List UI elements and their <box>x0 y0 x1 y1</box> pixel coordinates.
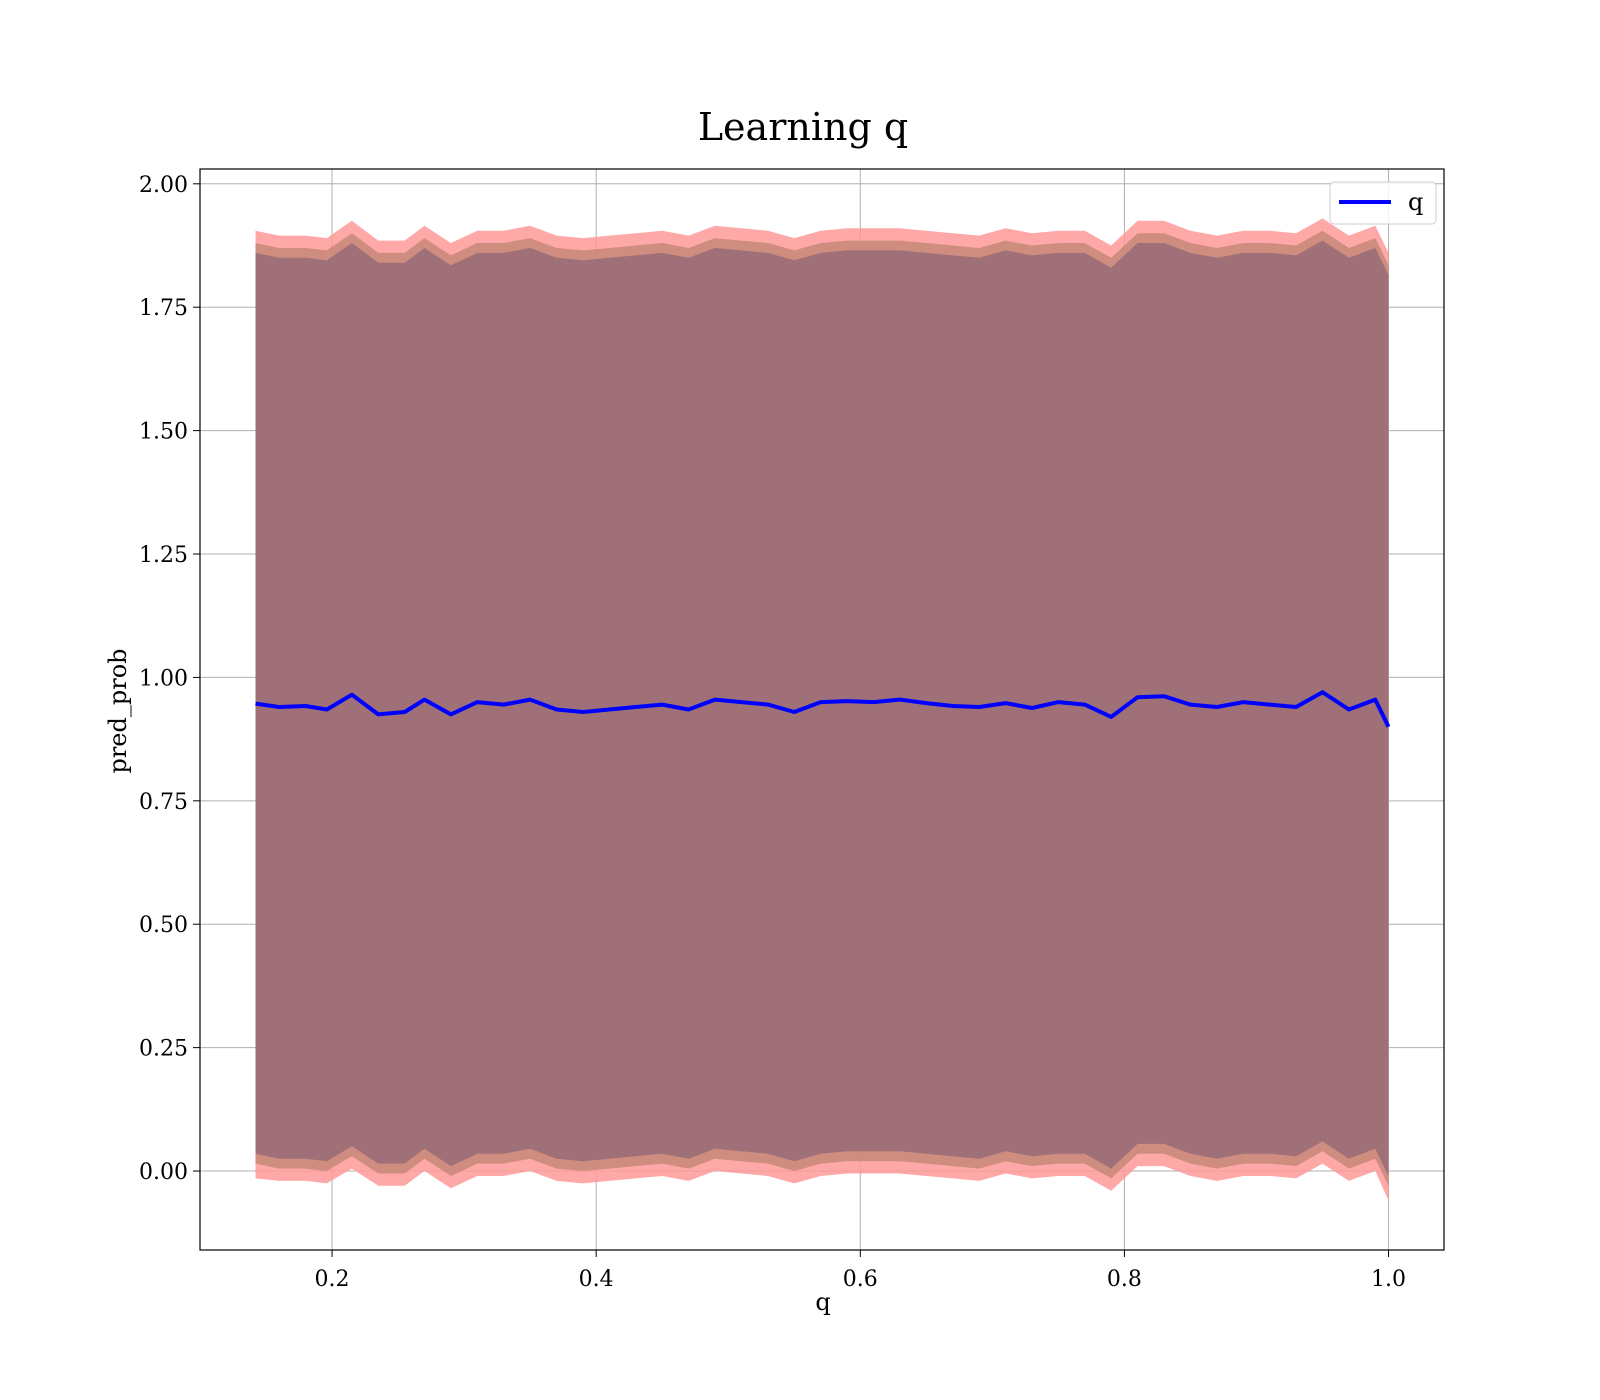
x-tick-label: 1.0 <box>1371 1267 1406 1292</box>
y-tick-label: 1.00 <box>139 666 188 691</box>
x-tick-label: 0.2 <box>315 1267 350 1292</box>
y-tick-label: 0.00 <box>139 1160 188 1185</box>
y-tick-label: 1.75 <box>139 296 188 321</box>
x-axis-label: q <box>815 1288 830 1316</box>
x-tick-label: 0.4 <box>579 1267 614 1292</box>
series-line-q <box>255 690 1391 728</box>
x-tick-label: 0.6 <box>843 1267 878 1292</box>
y-tick-label: 0.75 <box>139 790 188 815</box>
y-tick-label: 0.25 <box>139 1037 188 1062</box>
plot-area: 0.2 0.4 0.6 0.8 1.0 0.00 0.25 0.50 0.75 1.00 1.25 1… <box>139 168 1445 1292</box>
y-tick-label: 1.25 <box>139 543 188 568</box>
y-tick-label: 1.50 <box>139 420 188 445</box>
x-tick-label: 0.8 <box>1107 1267 1142 1292</box>
y-tick-label: 2.00 <box>139 173 188 198</box>
chart-title: Learning q <box>698 105 908 149</box>
y-tick-label: 0.50 <box>139 913 188 938</box>
axes-frame <box>199 168 1445 1251</box>
y-axis-label: pred_prob <box>104 648 132 773</box>
legend-label: q <box>1408 188 1423 216</box>
legend: q <box>1329 181 1437 225</box>
inner-confidence-band <box>255 240 1389 1177</box>
